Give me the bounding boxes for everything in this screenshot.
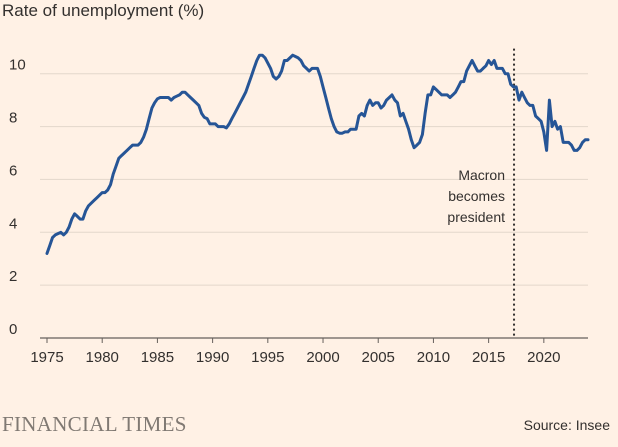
annotation-line-2: becomes	[448, 188, 505, 204]
y-tick-label: 8	[9, 110, 17, 127]
source-note: Source: Insee	[524, 417, 611, 433]
x-tick-label: 2005	[362, 349, 395, 366]
y-axis-tick-labels: 0 2 4 6 8 10	[9, 57, 26, 338]
gridlines	[40, 73, 588, 339]
x-tick-label: 1995	[251, 349, 284, 366]
x-tick-label: 1975	[30, 349, 63, 366]
y-tick-label: 4	[9, 215, 17, 232]
y-tick-label: 2	[9, 268, 17, 285]
x-axis-tick-labels: 1975 1980 1985 1990 1995 2000 2005 2010 2015 2020	[30, 338, 561, 366]
x-tick-label: 2020	[527, 349, 560, 366]
x-tick-label: 1985	[141, 349, 174, 366]
x-tick-label: 1990	[196, 349, 229, 366]
annotation-line-3: president	[447, 209, 505, 225]
y-tick-label: 6	[9, 162, 17, 179]
ft-logo-text: FINANCIAL TIMES	[2, 412, 187, 436]
y-tick-label: 0	[9, 321, 17, 338]
y-tick-label: 10	[9, 57, 26, 74]
annotation-line-1: Macron	[458, 167, 505, 183]
chart-title: Rate of unemployment (%)	[2, 1, 204, 20]
x-tick-label: 2010	[417, 349, 450, 366]
x-tick-label: 2000	[306, 349, 339, 366]
x-tick-label: 2015	[472, 349, 505, 366]
x-tick-label: 1980	[86, 349, 119, 366]
series-group	[45, 53, 590, 255]
unemployment-rate-line	[45, 53, 590, 255]
